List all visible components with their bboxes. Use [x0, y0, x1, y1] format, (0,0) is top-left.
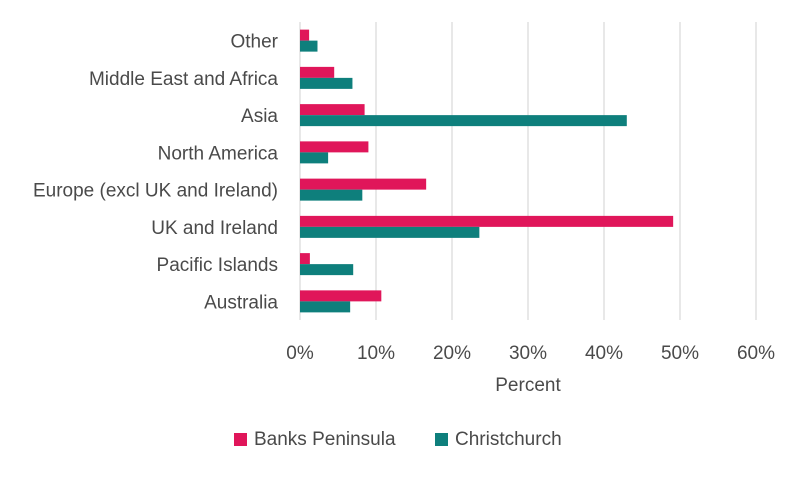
category-label: Middle East and Africa — [89, 69, 278, 90]
gridlines — [299, 22, 757, 320]
bar-christchurch — [300, 264, 354, 276]
category-label: North America — [158, 143, 279, 164]
x-axis-title: Percent — [495, 375, 561, 396]
bar-christchurch — [300, 152, 329, 164]
bar-christchurch — [300, 77, 353, 89]
x-tick-label: 40% — [585, 343, 623, 364]
bar-christchurch — [300, 40, 318, 52]
x-tick-label: 0% — [286, 343, 314, 364]
x-tick-label: 20% — [433, 343, 471, 364]
bar-christchurch — [300, 189, 363, 201]
legend-swatch — [435, 433, 448, 446]
category-label: UK and Ireland — [151, 218, 278, 239]
bar-banks-peninsula — [300, 66, 335, 78]
legend-label: Banks Peninsula — [254, 429, 396, 450]
bar-christchurch — [300, 115, 627, 127]
legend-label: Christchurch — [455, 429, 562, 450]
category-labels: Other Middle East and Africa Asia North Ame… — [33, 32, 279, 314]
bar-banks-peninsula — [300, 29, 310, 41]
x-tick-labels: 0% 10% 20% 30% 40% 50% 60% — [286, 343, 775, 364]
category-label: Pacific Islands — [157, 255, 278, 276]
x-tick-label: 10% — [357, 343, 395, 364]
bar-christchurch — [300, 226, 480, 238]
x-tick-label: 50% — [661, 343, 699, 364]
x-tick-label: 60% — [737, 343, 775, 364]
x-tick-label: 30% — [509, 343, 547, 364]
category-label: Europe (excl UK and Ireland) — [33, 181, 278, 202]
bar-banks-peninsula — [300, 290, 382, 302]
bar-banks-peninsula — [300, 104, 365, 116]
bar-christchurch — [300, 301, 351, 313]
category-label: Australia — [204, 292, 278, 313]
legend: Banks Peninsula Christchurch — [234, 429, 562, 450]
bar-banks-peninsula — [300, 141, 369, 153]
bar-banks-peninsula — [300, 215, 674, 227]
legend-swatch — [234, 433, 247, 446]
category-label: Other — [230, 32, 278, 53]
bars — [300, 29, 674, 313]
bar-banks-peninsula — [300, 178, 427, 190]
category-label: Asia — [241, 106, 278, 127]
bar-banks-peninsula — [300, 253, 310, 265]
